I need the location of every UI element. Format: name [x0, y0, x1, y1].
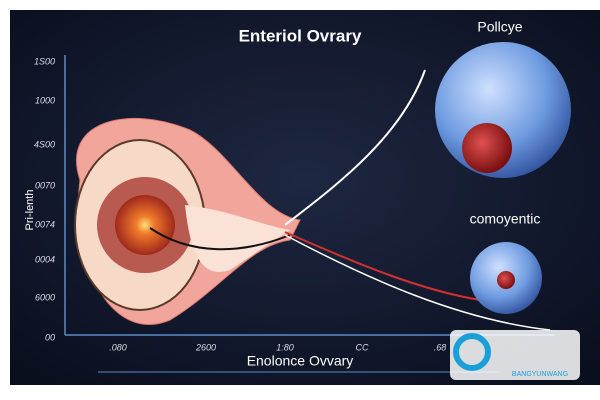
- y-tick-label: 4S00: [34, 139, 55, 149]
- y-tick-label: 1000: [35, 95, 55, 105]
- y-axis-label: Pri-lenth: [24, 190, 36, 231]
- tube: [185, 205, 290, 272]
- top-right-label: Pollcye: [477, 19, 522, 35]
- x-tick-label: 1:80: [276, 342, 294, 352]
- curve-lower: [284, 234, 551, 331]
- curve-dark: [149, 227, 291, 251]
- x-tick-label: 1:80: [511, 342, 529, 352]
- y-tick-label: 0070: [35, 180, 55, 190]
- y-tick-label: 00: [45, 332, 55, 342]
- title: Enteriol Ovrary: [239, 26, 362, 45]
- y-tick-label: 0074: [35, 219, 55, 229]
- x-tick-label: .68: [434, 342, 447, 352]
- sphere-small-core: [497, 271, 515, 289]
- watermark-logo: [453, 333, 491, 371]
- watermark: BANGYUNWANG: [512, 371, 568, 378]
- y-tick-label: 6000: [35, 292, 55, 302]
- x-tick-label: CC: [356, 342, 369, 352]
- curve-white: [284, 69, 426, 226]
- sphere-large-core: [462, 123, 512, 173]
- x-axis-label: Enolonce Ovvary: [247, 353, 354, 369]
- oocyte: [115, 195, 175, 255]
- y-tick-label: 1S00: [34, 56, 55, 66]
- x-tick-label: 2600: [195, 342, 216, 352]
- y-tick-label: 0004: [35, 254, 55, 264]
- x-tick-label: .080: [109, 342, 127, 352]
- middle-right-label: comoyentic: [470, 211, 541, 227]
- curve-red: [284, 231, 481, 301]
